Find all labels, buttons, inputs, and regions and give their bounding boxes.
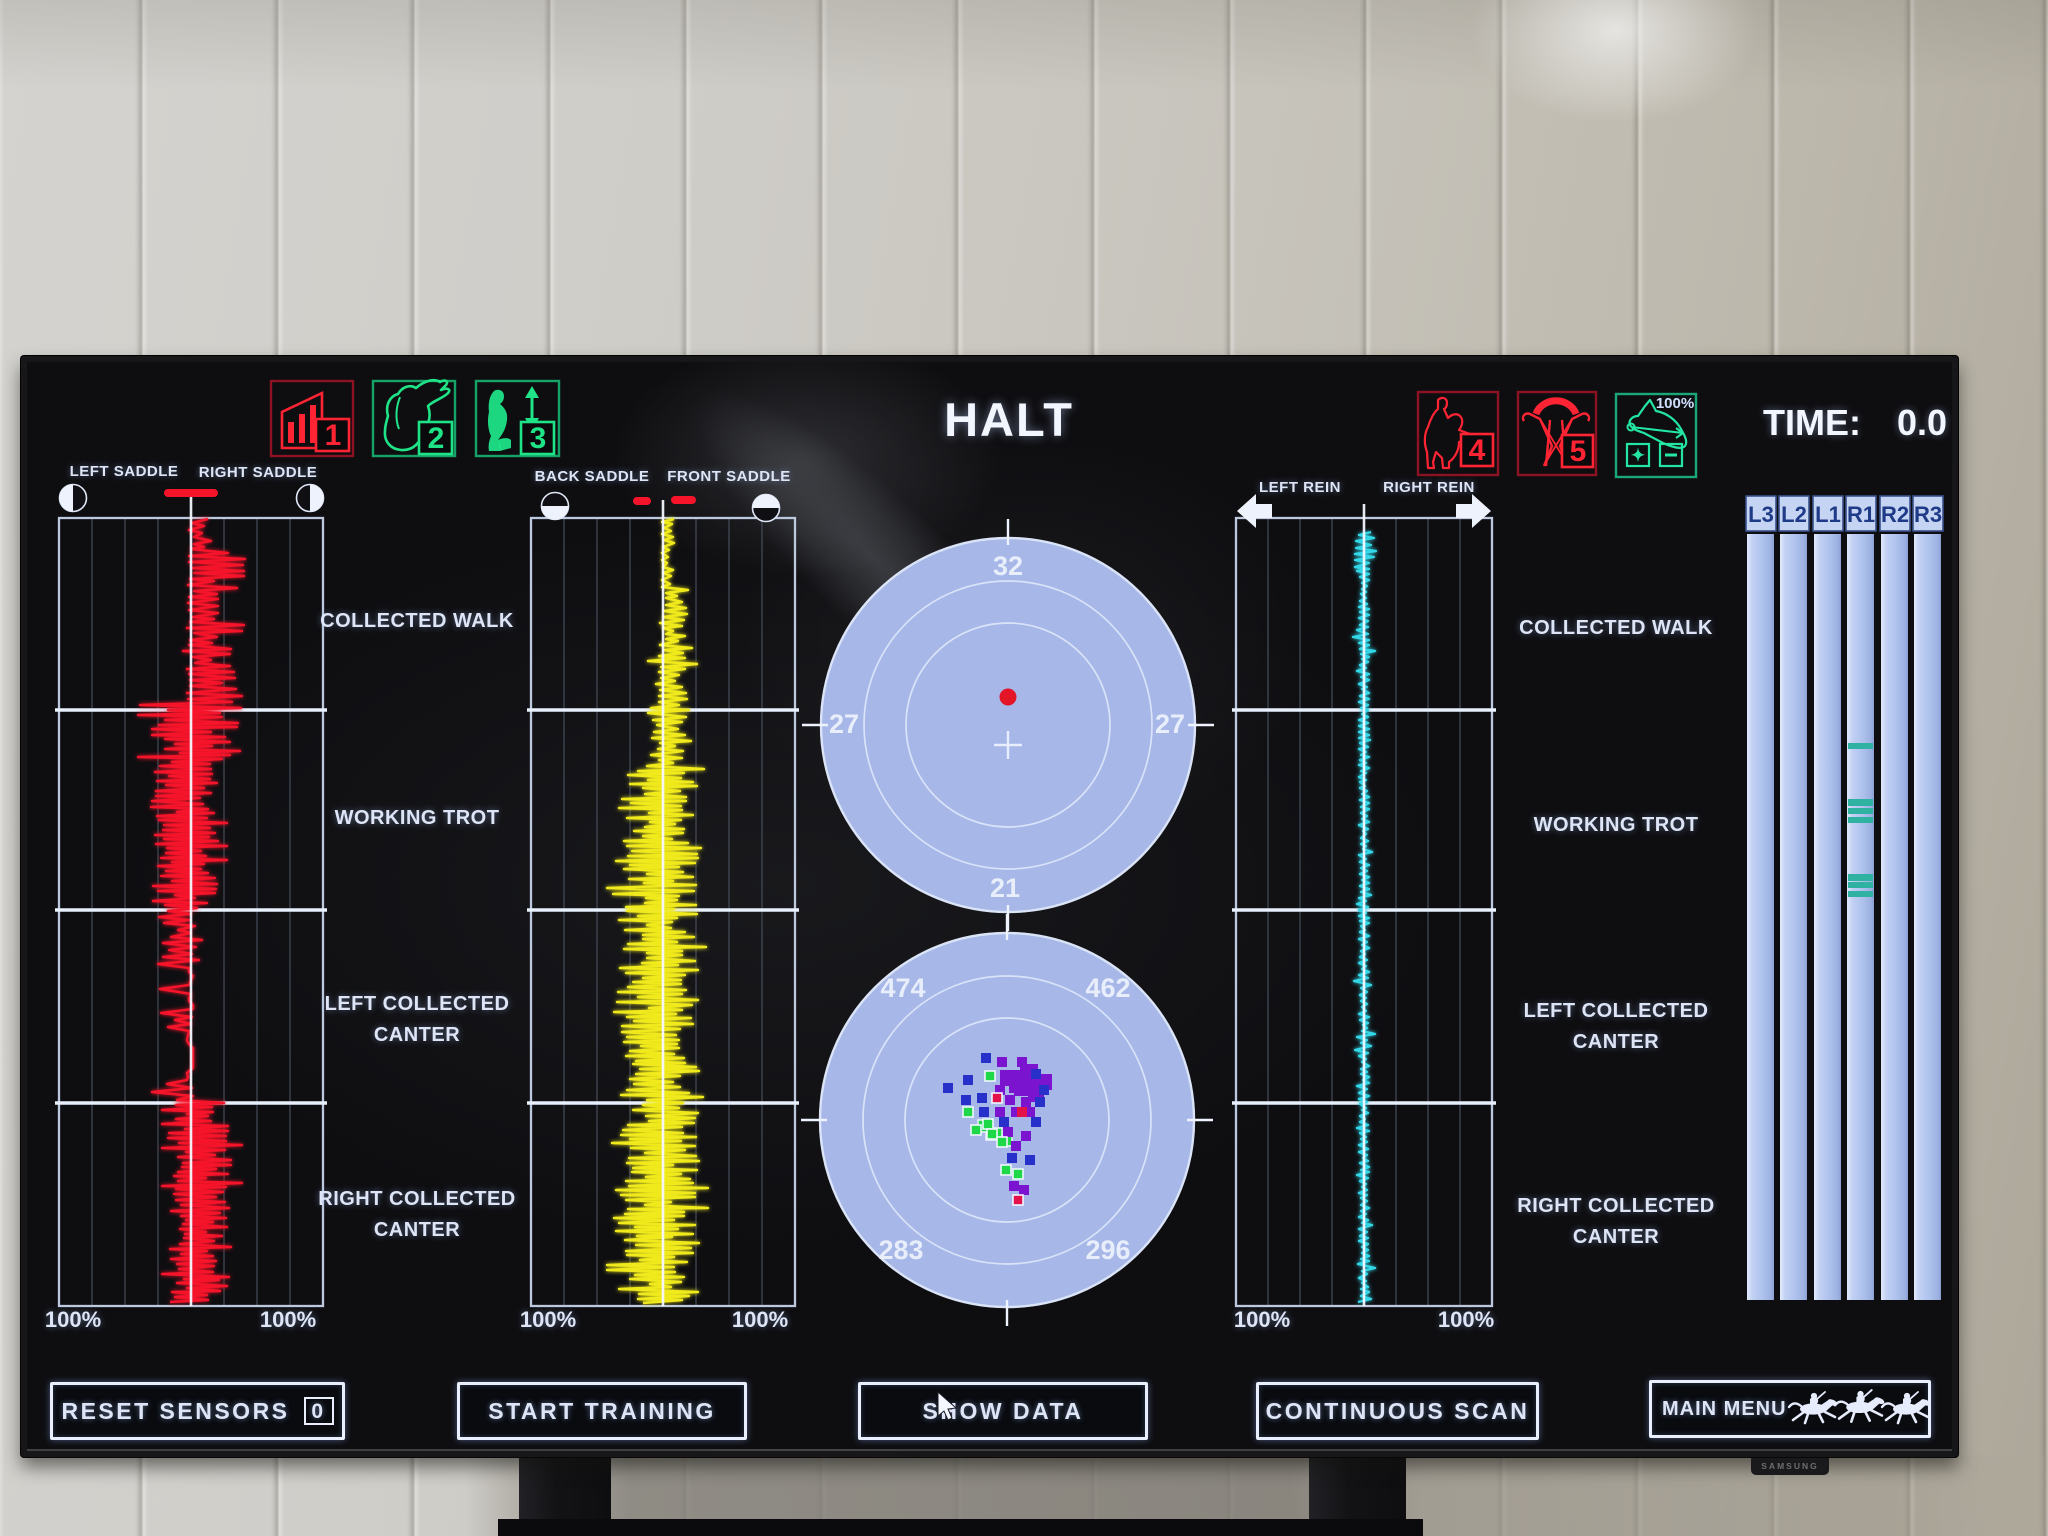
svg-text:L1: L1 bbox=[1815, 502, 1841, 527]
svg-text:R1: R1 bbox=[1847, 502, 1875, 527]
svg-text:2: 2 bbox=[428, 422, 445, 455]
svg-text:100%: 100% bbox=[1656, 395, 1694, 412]
svg-text:32: 32 bbox=[993, 551, 1023, 581]
svg-text:27: 27 bbox=[829, 709, 859, 739]
svg-text:L3: L3 bbox=[1748, 502, 1774, 527]
svg-text:27: 27 bbox=[1155, 709, 1185, 739]
svg-text:R3: R3 bbox=[1914, 502, 1942, 527]
svg-text:R2: R2 bbox=[1881, 502, 1909, 527]
svg-text:474: 474 bbox=[880, 973, 925, 1003]
svg-text:5: 5 bbox=[1570, 435, 1587, 468]
svg-text:21: 21 bbox=[990, 873, 1020, 903]
svg-text:1: 1 bbox=[325, 419, 342, 452]
svg-text:296: 296 bbox=[1085, 1235, 1130, 1265]
svg-text:462: 462 bbox=[1085, 973, 1130, 1003]
svg-text:L2: L2 bbox=[1781, 502, 1807, 527]
svg-text:✦: ✦ bbox=[1631, 446, 1645, 465]
svg-text:4: 4 bbox=[1469, 434, 1486, 467]
svg-text:3: 3 bbox=[530, 422, 547, 455]
svg-text:283: 283 bbox=[878, 1235, 923, 1265]
